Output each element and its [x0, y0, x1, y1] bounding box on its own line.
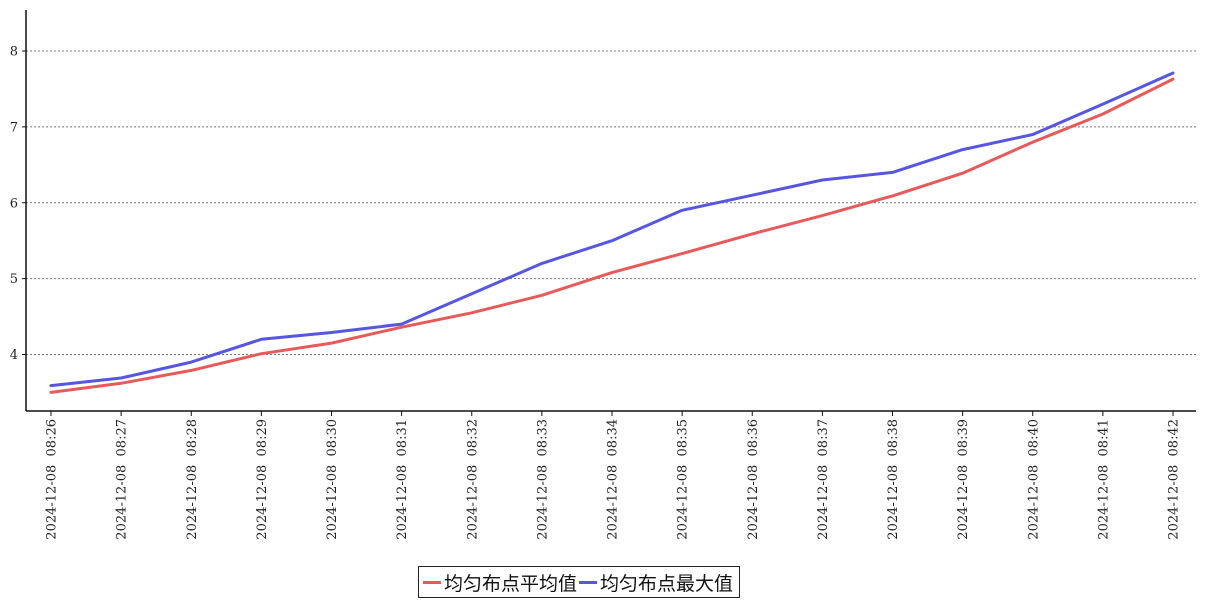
y-ticks: 4 5 6 7 8 — [10, 45, 26, 363]
x-tick-label: 2024-12-08 08:29 — [255, 419, 270, 540]
series-line-avg — [49, 77, 1175, 394]
x-tick-label: 2024-12-08 08:41 — [1096, 419, 1111, 540]
x-tick-label: 2024-12-08 08:39 — [956, 419, 971, 540]
legend-item-max[interactable]: 均匀布点最大值 — [579, 569, 733, 596]
x-tick-label: 2024-12-08 08:35 — [676, 419, 691, 540]
x-tick-label: 2024-12-08 08:30 — [325, 419, 340, 540]
x-tick-label: 2024-12-08 08:27 — [115, 419, 130, 540]
legend-label-avg: 均匀布点平均值 — [444, 572, 578, 595]
legend-label-max: 均匀布点最大值 — [600, 572, 734, 595]
y-tick-label: 8 — [10, 45, 18, 60]
series-line-max — [49, 71, 1175, 388]
legend-item-avg[interactable]: 均匀布点平均值 — [423, 569, 577, 596]
x-tick-label: 2024-12-08 08:34 — [606, 419, 621, 540]
legend: 均匀布点平均值 均匀布点最大值 — [418, 566, 741, 598]
series-layer — [49, 71, 1175, 394]
y-tick-label: 5 — [10, 272, 18, 287]
x-tick-label: 2024-12-08 08:40 — [1026, 419, 1041, 540]
grid-lines — [26, 50, 1196, 355]
x-tick-label: 2024-12-08 08:26 — [45, 419, 60, 540]
x-tick-label: 2024-12-08 08:36 — [746, 419, 761, 540]
legend-swatch-avg — [423, 580, 441, 584]
y-tick-label: 7 — [10, 120, 18, 135]
x-tick-label: 2024-12-08 08:38 — [886, 419, 901, 540]
x-ticks: 2024-12-08 08:26 2024-12-08 08:27 2024-12-… — [45, 411, 1182, 540]
x-tick-label: 2024-12-08 08:37 — [816, 419, 831, 540]
x-tick-label: 2024-12-08 08:33 — [535, 419, 550, 540]
y-tick-label: 4 — [10, 348, 18, 363]
x-tick-label: 2024-12-08 08:31 — [395, 419, 410, 540]
legend-swatch-max — [579, 580, 598, 584]
x-tick-label: 2024-12-08 08:42 — [1167, 419, 1182, 540]
x-tick-label: 2024-12-08 08:32 — [465, 419, 480, 540]
y-tick-label: 6 — [10, 196, 18, 211]
x-tick-label: 2024-12-08 08:28 — [185, 419, 200, 540]
